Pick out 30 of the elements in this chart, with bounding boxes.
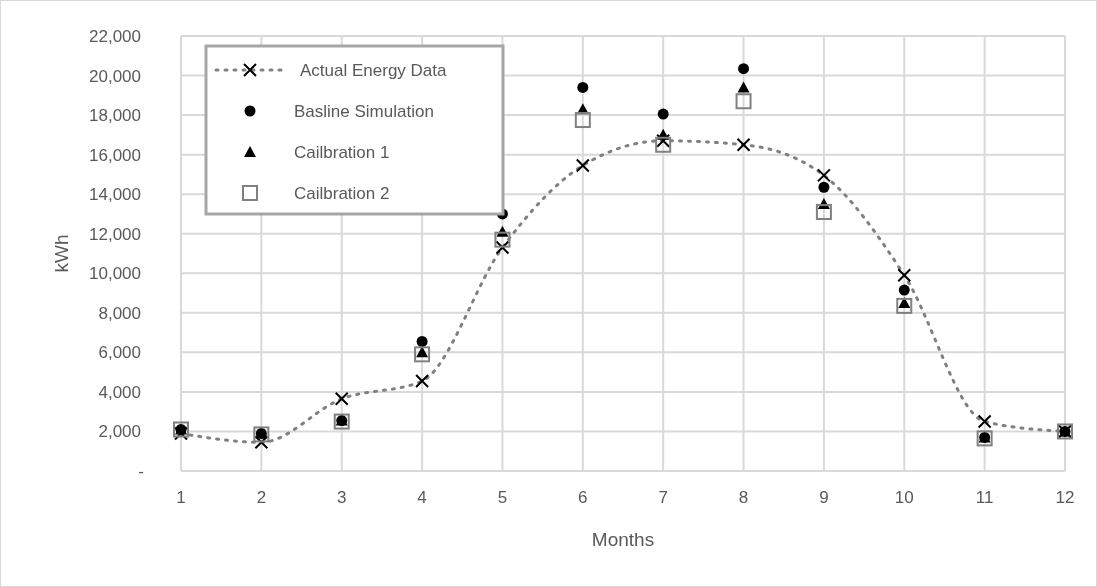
- x-tick-label: 8: [738, 488, 749, 507]
- x-axis-title: Months: [591, 529, 655, 550]
- x-tick-label: 4: [417, 488, 427, 507]
- legend-label: Cailbration 1: [294, 143, 390, 162]
- y-tick-label: 2,000: [98, 422, 141, 442]
- legend-label: Cailbration 2: [294, 184, 390, 203]
- y-tick-label: 10,000: [89, 264, 141, 284]
- y-tick-label: 16,000: [89, 145, 141, 165]
- x-tick-label: 7: [658, 488, 668, 507]
- y-tick-label: 12,000: [89, 224, 141, 244]
- x-tick-label: 5: [497, 488, 508, 507]
- y-tick-label: 18,000: [89, 106, 141, 126]
- x-tick-label: 1: [176, 488, 186, 507]
- x-tick-label: 10: [894, 488, 914, 507]
- y-tick-label: 6,000: [98, 343, 141, 363]
- y-tick-label: 8,000: [98, 303, 141, 323]
- legend-label: Actual Energy Data: [300, 61, 448, 80]
- x-tick-label: 11: [975, 488, 994, 507]
- x-tick-label: 3: [336, 488, 347, 507]
- y-tick-label: 22,000: [89, 27, 141, 46]
- x-tick-label: 12: [1055, 488, 1075, 507]
- y-tick-label: 14,000: [89, 185, 141, 205]
- x-tick-label: 9: [819, 488, 829, 507]
- legend-label: Basline Simulation: [294, 102, 434, 121]
- y-tick-label: -: [138, 462, 144, 481]
- x-tick-label: 2: [256, 488, 267, 507]
- x-tick-label: 6: [578, 488, 588, 507]
- y-tick-label: 4,000: [98, 382, 141, 402]
- y-axis-title: kWh: [51, 234, 72, 273]
- y-tick-label: 20,000: [89, 66, 141, 86]
